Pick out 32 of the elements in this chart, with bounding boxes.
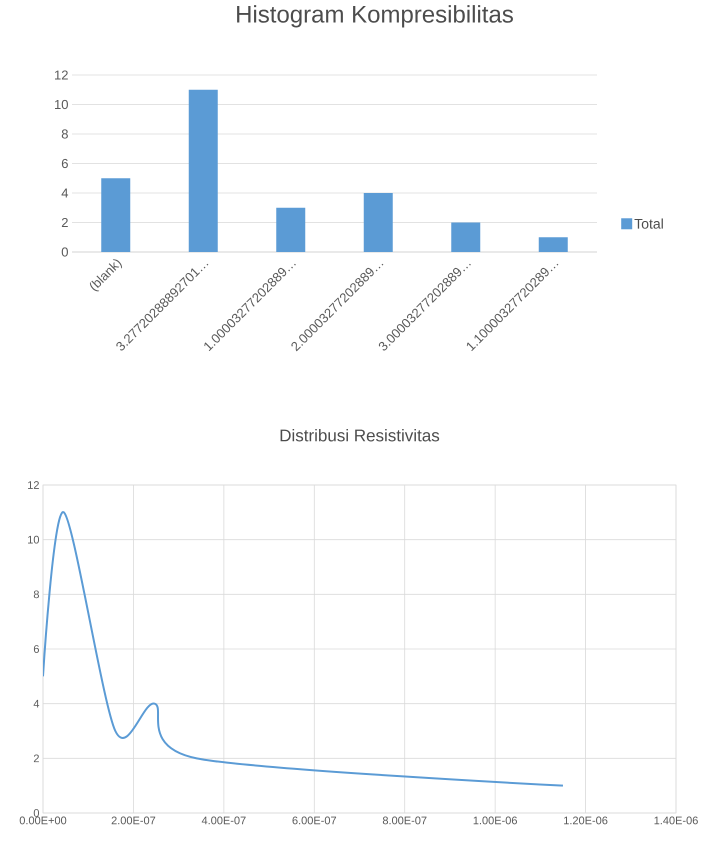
chart-title: Distribusi Resistivitas [280, 428, 440, 442]
x-tick-label: 6.00E-07 [292, 816, 336, 824]
bar [276, 208, 306, 252]
y-tick-label: 6 [34, 645, 39, 653]
x-tick-label: 1.00E-06 [474, 816, 517, 824]
y-tick-label: 0 [62, 247, 68, 257]
bar [188, 90, 218, 252]
y-tick-label: 8 [62, 129, 68, 139]
x-tick-label: 1.20E-06 [564, 816, 608, 824]
y-tick-label: 0 [34, 809, 40, 817]
legend-label: Total [634, 218, 663, 229]
y-tick-label: 4 [34, 700, 40, 708]
y-tick-label: 8 [34, 590, 39, 598]
x-tick-label: 0.00E+00 [20, 816, 66, 824]
y-tick-label: 12 [28, 481, 39, 489]
bar [538, 237, 568, 252]
y-tick-label: 4 [62, 188, 68, 198]
bar [451, 222, 480, 252]
chart-title: Histogram Kompresibilitas [237, 5, 513, 28]
y-tick-label: 12 [54, 70, 68, 80]
y-tick-label: 10 [28, 536, 40, 544]
y-tick-label: 6 [62, 158, 68, 168]
y-tick-label: 10 [54, 100, 68, 110]
x-tick-label: 8.00E-07 [382, 816, 426, 824]
x-tick-label: 1.40E-06 [654, 816, 698, 824]
bar [101, 178, 130, 252]
y-tick-label: 2 [34, 754, 39, 762]
bar [364, 192, 393, 252]
line-series [43, 511, 564, 787]
x-tick-label: 4.00E-07 [202, 816, 246, 824]
x-tick-label: 2.00E-07 [112, 816, 156, 824]
y-tick-label: 2 [62, 218, 68, 228]
